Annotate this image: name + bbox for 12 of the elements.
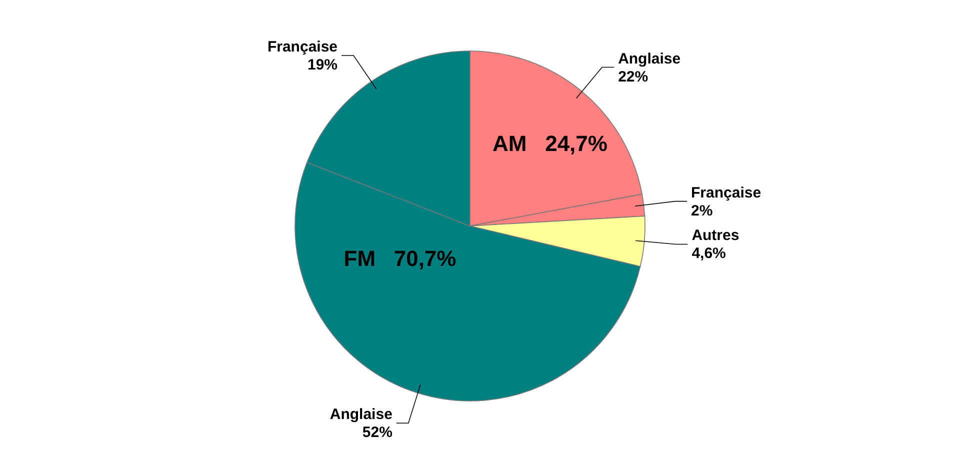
slice-label: Française (267, 38, 338, 56)
data-label: 2% (691, 202, 713, 220)
slice-label: Anglaise (330, 406, 392, 424)
slice-label: Autres (692, 227, 740, 244)
data-label: 22% (618, 68, 648, 86)
data-label: 4,6% (692, 245, 726, 262)
data-label: 19% (307, 56, 338, 74)
slice-label: Française (691, 184, 762, 202)
slice-label: Anglaise (618, 50, 681, 68)
data-label: 52% (362, 424, 392, 442)
text: AM 24,7% (492, 131, 608, 156)
text: FM 70,7% (344, 246, 456, 271)
